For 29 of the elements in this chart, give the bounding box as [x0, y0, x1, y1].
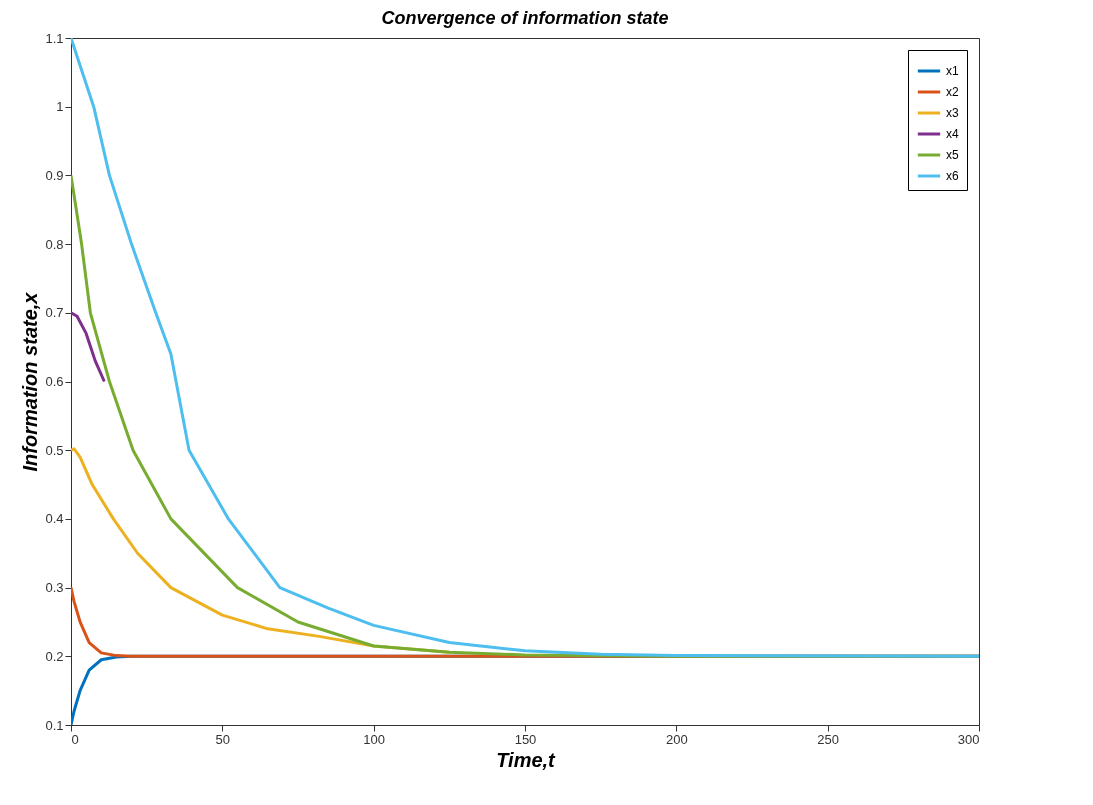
legend-label: x5	[946, 148, 959, 162]
chart-title: Convergence of information state	[381, 8, 669, 28]
y-tick-label: 0.8	[45, 236, 64, 252]
x-tick-label: 150	[514, 731, 537, 747]
x-tick-label: 100	[363, 731, 386, 747]
y-tick-label: 0.4	[45, 511, 64, 527]
line-series	[71, 38, 979, 658]
x-tick-label: 50	[215, 731, 231, 747]
x-tick-label: 250	[817, 731, 840, 747]
y-tick-label: 0.1	[45, 717, 64, 733]
legend-label: x4	[946, 127, 959, 141]
legend-label: x2	[946, 85, 959, 99]
x-tick-label: 200	[665, 731, 688, 747]
y-tick-label: 0.6	[45, 374, 64, 389]
legend-label: x6	[946, 169, 959, 183]
x-tick-label: 0	[71, 731, 79, 747]
y-tick-label: 0.3	[45, 580, 64, 596]
y-tick-label: 0.5	[45, 442, 64, 458]
x-axis-title: Time,t	[496, 748, 557, 771]
legend-label: x1	[946, 64, 959, 78]
y-tick-label: 1	[56, 99, 64, 115]
y-tick-label: 0.9	[45, 167, 64, 183]
y-tick-label: 0.7	[45, 305, 64, 321]
y-tick-label: 1.1	[45, 30, 64, 46]
x-tick-label: 300	[957, 731, 980, 747]
y-tick-label: 0.2	[45, 648, 64, 664]
y-axis-title: Information state,x	[19, 291, 42, 472]
legend-label: x3	[946, 106, 959, 120]
line-series	[71, 311, 106, 383]
